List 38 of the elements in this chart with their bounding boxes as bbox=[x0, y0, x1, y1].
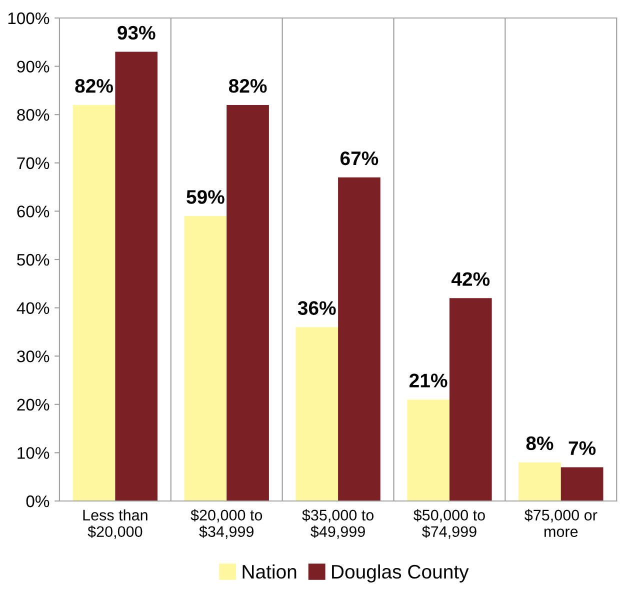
bar bbox=[226, 104, 269, 501]
data-label: 59% bbox=[186, 190, 224, 204]
x-tick-label: Less than $20,000 bbox=[83, 509, 148, 539]
data-label: 36% bbox=[298, 301, 336, 315]
y-tick-label: 30% bbox=[17, 350, 50, 362]
y-tick-label: 10% bbox=[18, 447, 50, 459]
data-label: 8% bbox=[526, 436, 554, 450]
bar bbox=[560, 467, 604, 501]
bar bbox=[449, 298, 492, 501]
y-tick-label: 100% bbox=[8, 12, 50, 24]
x-tick-label: $75,000 or more bbox=[524, 509, 598, 538]
bar bbox=[115, 52, 158, 501]
bar bbox=[184, 216, 227, 501]
y-tick-label: 50% bbox=[17, 254, 50, 266]
data-label: 21% bbox=[410, 374, 448, 388]
data-label: 82% bbox=[75, 78, 113, 93]
data-label: 67% bbox=[340, 151, 378, 166]
bar bbox=[518, 462, 561, 501]
data-label: 7% bbox=[568, 441, 596, 455]
y-tick-label: 80% bbox=[17, 109, 50, 121]
y-tick-label: 60% bbox=[17, 206, 50, 218]
bar bbox=[296, 327, 338, 501]
y-tick-label: 20% bbox=[17, 398, 50, 411]
data-label: 42% bbox=[451, 272, 490, 286]
y-tick-label: 90% bbox=[17, 60, 50, 73]
x-tick-label: $20,000 to $34,999 bbox=[190, 509, 262, 539]
bar bbox=[407, 400, 450, 501]
data-label: 82% bbox=[228, 78, 267, 93]
legend-label: Douglas County bbox=[332, 564, 469, 582]
bar bbox=[338, 177, 380, 501]
x-tick-label: $50,000 to $74,999 bbox=[414, 509, 485, 539]
bar bbox=[72, 104, 116, 501]
y-tick-label: 70% bbox=[17, 157, 50, 170]
data-label: 93% bbox=[118, 26, 156, 40]
y-tick-label: 40% bbox=[16, 302, 50, 314]
legend-label: Nation bbox=[242, 564, 296, 579]
x-tick-label: $35,000 to $49,999 bbox=[302, 509, 374, 539]
y-tick-label: 0% bbox=[26, 495, 50, 508]
